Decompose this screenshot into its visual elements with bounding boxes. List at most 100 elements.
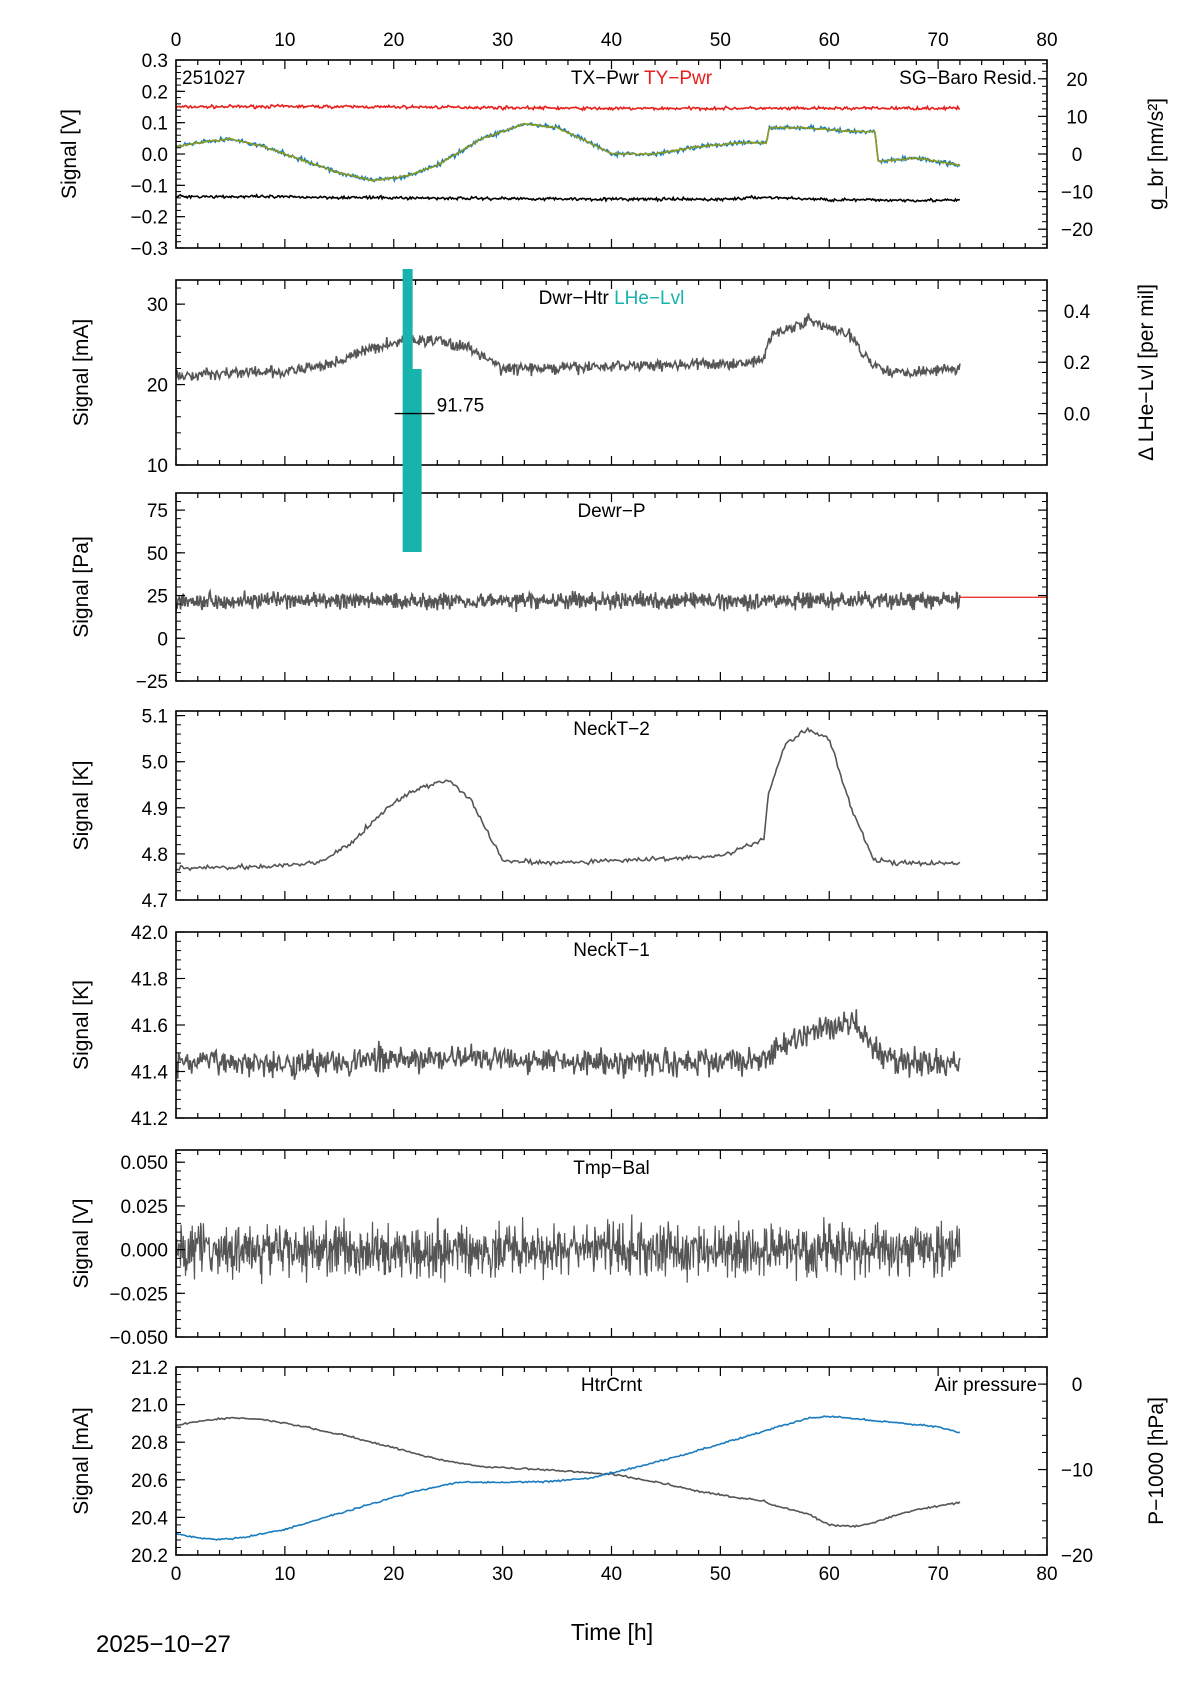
x-tick-label-top-80: 80 xyxy=(1036,30,1057,51)
y-tick-label-p5-2: 41.6 xyxy=(131,1016,168,1037)
x-tick-label-bottom-50: 50 xyxy=(710,1564,731,1585)
x-tick-label-top-50: 50 xyxy=(710,30,731,51)
panel-title-part-p1-1: TY−Pwr xyxy=(639,68,713,89)
y2-tick-label-p2-0: 0.0 xyxy=(1064,405,1090,426)
panel-title-p3: Dewr−P xyxy=(577,501,645,522)
lhe-bar-upper xyxy=(402,269,413,369)
y-tick-label-p4-2: 4.9 xyxy=(142,799,168,820)
y-tick-label-p1-1: −0.2 xyxy=(130,208,168,229)
y-tick-label-p2-2: 30 xyxy=(147,295,168,316)
x-tick-label-bottom-70: 70 xyxy=(928,1564,949,1585)
x-tick-label-top-20: 20 xyxy=(383,30,404,51)
x-tick-label-bottom-60: 60 xyxy=(819,1564,840,1585)
panel-title-p7: HtrCrnt xyxy=(581,1375,643,1396)
panel-title-part-p3-0: Dewr−P xyxy=(577,501,645,522)
series-line-p6-0 xyxy=(176,1214,961,1285)
panel-title-part-p4-0: NeckT−2 xyxy=(573,719,650,740)
y-tick-label-p3-3: 50 xyxy=(147,544,168,565)
x-tick-label-top-40: 40 xyxy=(601,30,622,51)
x-tick-label-bottom-20: 20 xyxy=(383,1564,404,1585)
y2-tick-label-p1-2: 0 xyxy=(1072,145,1083,166)
series-line-p1-1 xyxy=(176,193,961,204)
y-tick-label-p1-0: −0.3 xyxy=(130,239,168,260)
y-tick-label-p5-0: 41.2 xyxy=(131,1109,168,1130)
panel-title-p6: Tmp−Bal xyxy=(573,1158,650,1179)
y2-tick-label-p2-1: 0.2 xyxy=(1064,353,1090,374)
series-line-p7-0 xyxy=(176,1416,961,1528)
panel-title-p2: Dwr−Htr LHe−Lvl xyxy=(539,288,685,309)
y-tick-label-p3-2: 25 xyxy=(147,587,168,608)
x-tick-label-top-60: 60 xyxy=(819,30,840,51)
y-tick-label-p6-3: 0.025 xyxy=(120,1197,168,1218)
y-tick-label-p4-1: 4.8 xyxy=(142,845,168,866)
panel-title-part-p7-0: HtrCrnt xyxy=(581,1375,643,1396)
series-line-p5-0 xyxy=(176,1009,961,1080)
y-axis-label-p2: Signal [mA] xyxy=(70,319,93,426)
panel-p3: −25 0 25 50 75 Signal [Pa] Dewr−P xyxy=(70,492,1048,693)
panel-p2: 10 20 30 0.0 0.2 0.4 Signal [mA] Δ LHe−Lvl [per… xyxy=(70,279,1158,477)
y-axis-label-p6: Signal [V] xyxy=(70,1199,93,1289)
y-tick-label-p5-1: 41.4 xyxy=(131,1063,168,1084)
y-tick-label-p7-1: 20.4 xyxy=(131,1508,168,1529)
y-tick-label-p7-4: 21.0 xyxy=(131,1396,168,1417)
panel-tag-p1: 251027 xyxy=(182,68,245,89)
y2-tick-label-p7-0: −20 xyxy=(1061,1546,1093,1567)
y-tick-label-p4-3: 5.0 xyxy=(142,753,168,774)
x-tick-label-bottom-80: 80 xyxy=(1036,1564,1057,1585)
y-tick-label-p1-2: −0.1 xyxy=(130,176,168,197)
panel-p1: −0.3 −0.2 −0.1 0.0 0.1 0.2 0.3 −20 −10 0 10 20 Signa… xyxy=(58,30,1168,260)
y-axis-label-p4: Signal [K] xyxy=(70,761,93,851)
y2-tick-label-p7-1: −10 xyxy=(1061,1461,1093,1482)
lhe-bar-lower xyxy=(402,369,422,552)
y-tick-label-p7-5: 21.2 xyxy=(131,1358,168,1379)
series-line-p2-0 xyxy=(176,313,961,382)
y-tick-label-p3-0: −25 xyxy=(136,672,168,693)
series-line-p7-1 xyxy=(176,1415,960,1541)
y-tick-label-p5-3: 41.8 xyxy=(131,970,168,991)
x-tick-label-bottom-30: 30 xyxy=(492,1564,513,1585)
y-tick-label-p1-6: 0.3 xyxy=(142,51,168,72)
panel-right-title-p7: Air pressure xyxy=(935,1375,1037,1396)
y2-tick-label-p1-4: 20 xyxy=(1066,70,1087,91)
y-axis-label-p1: Signal [V] xyxy=(58,109,81,199)
y-tick-label-p3-1: 0 xyxy=(157,629,168,650)
panel-p4: 4.7 4.8 4.9 5.0 5.1 Signal [K] NeckT−2 xyxy=(70,707,1048,912)
series-line-p4-0 xyxy=(176,726,961,872)
lhe-marker-label: 91.75 xyxy=(437,396,485,417)
y2-tick-label-p7-2: 0 xyxy=(1072,1375,1083,1396)
x-tick-label-top-70: 70 xyxy=(928,30,949,51)
date-label: 2025−10−27 xyxy=(96,1631,231,1658)
series-line-p3-0 xyxy=(176,588,961,613)
panel-p7: 0 10 20 30 40 50 60 70 80 20.2 20.4 20.6 20.8 21.0 21.… xyxy=(70,1358,1168,1585)
panel-p5: 41.2 41.4 41.6 41.8 42.0 Signal [K] NeckT−1 xyxy=(70,923,1048,1130)
panel-title-p1: TX−Pwr TY−Pwr xyxy=(571,68,713,89)
panel-right-title-p1: SG−Baro Resid. xyxy=(899,68,1037,89)
y-tick-label-p1-3: 0.0 xyxy=(142,145,168,166)
y2-tick-label-p1-0: −20 xyxy=(1061,220,1093,241)
y-axis-label-p5: Signal [K] xyxy=(70,980,93,1070)
y-tick-label-p6-4: 0.050 xyxy=(120,1153,168,1174)
y-tick-label-p4-4: 5.1 xyxy=(142,707,168,728)
y-tick-label-p7-0: 20.2 xyxy=(131,1546,168,1567)
y-tick-label-p6-0: −0.050 xyxy=(109,1328,168,1349)
panel-title-part-p5-0: NeckT−1 xyxy=(573,940,650,961)
panel-title-part-p2-0: Dwr−Htr xyxy=(539,288,610,309)
y2-tick-label-p1-3: 10 xyxy=(1066,107,1087,128)
x-axis-label: Time [h] xyxy=(571,1619,653,1645)
y-tick-label-p7-3: 20.8 xyxy=(131,1433,168,1454)
y-tick-label-p6-2: 0.000 xyxy=(120,1241,168,1262)
y2-axis-label-p1: g_br [nm/s²] xyxy=(1145,98,1168,210)
y-tick-label-p1-4: 0.1 xyxy=(142,114,168,135)
y-tick-label-p6-1: −0.025 xyxy=(109,1284,168,1305)
y-tick-label-p1-5: 0.2 xyxy=(142,82,168,103)
panel-title-part-p6-0: Tmp−Bal xyxy=(573,1158,650,1179)
y2-axis-label-p7: P−1000 [hPa] xyxy=(1145,1397,1168,1525)
y-tick-label-p7-2: 20.6 xyxy=(131,1471,168,1492)
y2-axis-label-p2: Δ LHe−Lvl [per mil] xyxy=(1135,284,1158,461)
x-tick-label-top-10: 10 xyxy=(274,30,295,51)
x-tick-label-bottom-0: 0 xyxy=(171,1564,182,1585)
series-line-p1-0 xyxy=(176,103,961,112)
y-tick-label-p4-0: 4.7 xyxy=(142,891,168,912)
y-tick-label-p2-0: 10 xyxy=(147,456,168,477)
